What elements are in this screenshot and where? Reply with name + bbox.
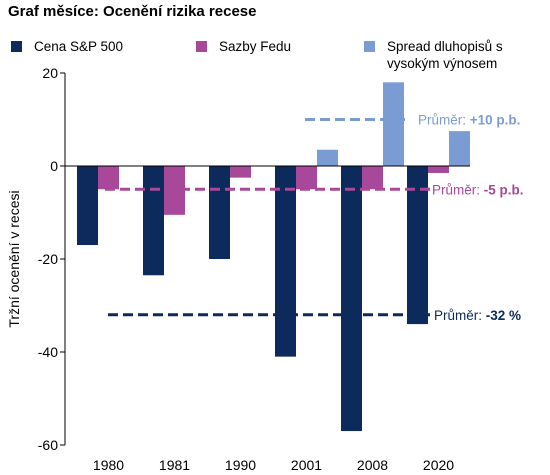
bar-sp500: [407, 166, 428, 325]
legend-label-hy-spread: Spread dluhopisů s vysokým výnosem: [387, 39, 503, 71]
x-tick-label: 1980: [93, 457, 124, 473]
x-tick-label: 1981: [159, 457, 190, 473]
y-tick-label: -60: [38, 437, 58, 453]
chart-title: Graf měsíce: Ocenění rizika recese: [8, 3, 257, 20]
x-tick-label: 2020: [423, 457, 454, 473]
y-tick-label: -40: [38, 344, 58, 360]
bar-hy-spread: [383, 82, 404, 166]
average-hy-spread-label: Průměr: +10 p.b.: [418, 113, 520, 128]
bar-sp500: [275, 166, 296, 357]
bar-sp500: [209, 166, 230, 259]
y-axis-title: Tržní ocenění v recesi: [6, 190, 22, 327]
y-tick-label: 20: [42, 65, 58, 81]
bar-fed-rates: [230, 166, 251, 178]
average-sp500-label: Průměr: -32 %: [434, 308, 521, 323]
legend-swatch-hy-spread: [364, 41, 375, 52]
legend-swatch-sp500: [11, 41, 22, 52]
bar-fed-rates: [98, 166, 119, 190]
average-fed-rates-label: Průměr: -5 p.b.: [432, 182, 524, 197]
bar-sp500: [77, 166, 98, 246]
bar-sp500: [143, 166, 164, 276]
y-tick-label: 0: [50, 158, 58, 174]
bar-sp500: [341, 166, 362, 432]
x-tick-label: 2001: [291, 457, 322, 473]
x-tick-label: 2008: [357, 457, 388, 473]
y-tick-label: -20: [38, 251, 58, 267]
legend-swatch-fed-rates: [196, 41, 207, 52]
bar-hy-spread: [317, 149, 338, 166]
bar-fed-rates: [296, 166, 317, 190]
legend-label-sp500: Cena S&P 500: [34, 39, 124, 54]
x-tick-label: 1990: [225, 457, 256, 473]
legend-label-fed-rates: Sazby Fedu: [219, 39, 292, 54]
bar-fed-rates: [428, 166, 449, 173]
bar-fed-rates: [362, 166, 383, 190]
bar-hy-spread: [449, 131, 470, 166]
